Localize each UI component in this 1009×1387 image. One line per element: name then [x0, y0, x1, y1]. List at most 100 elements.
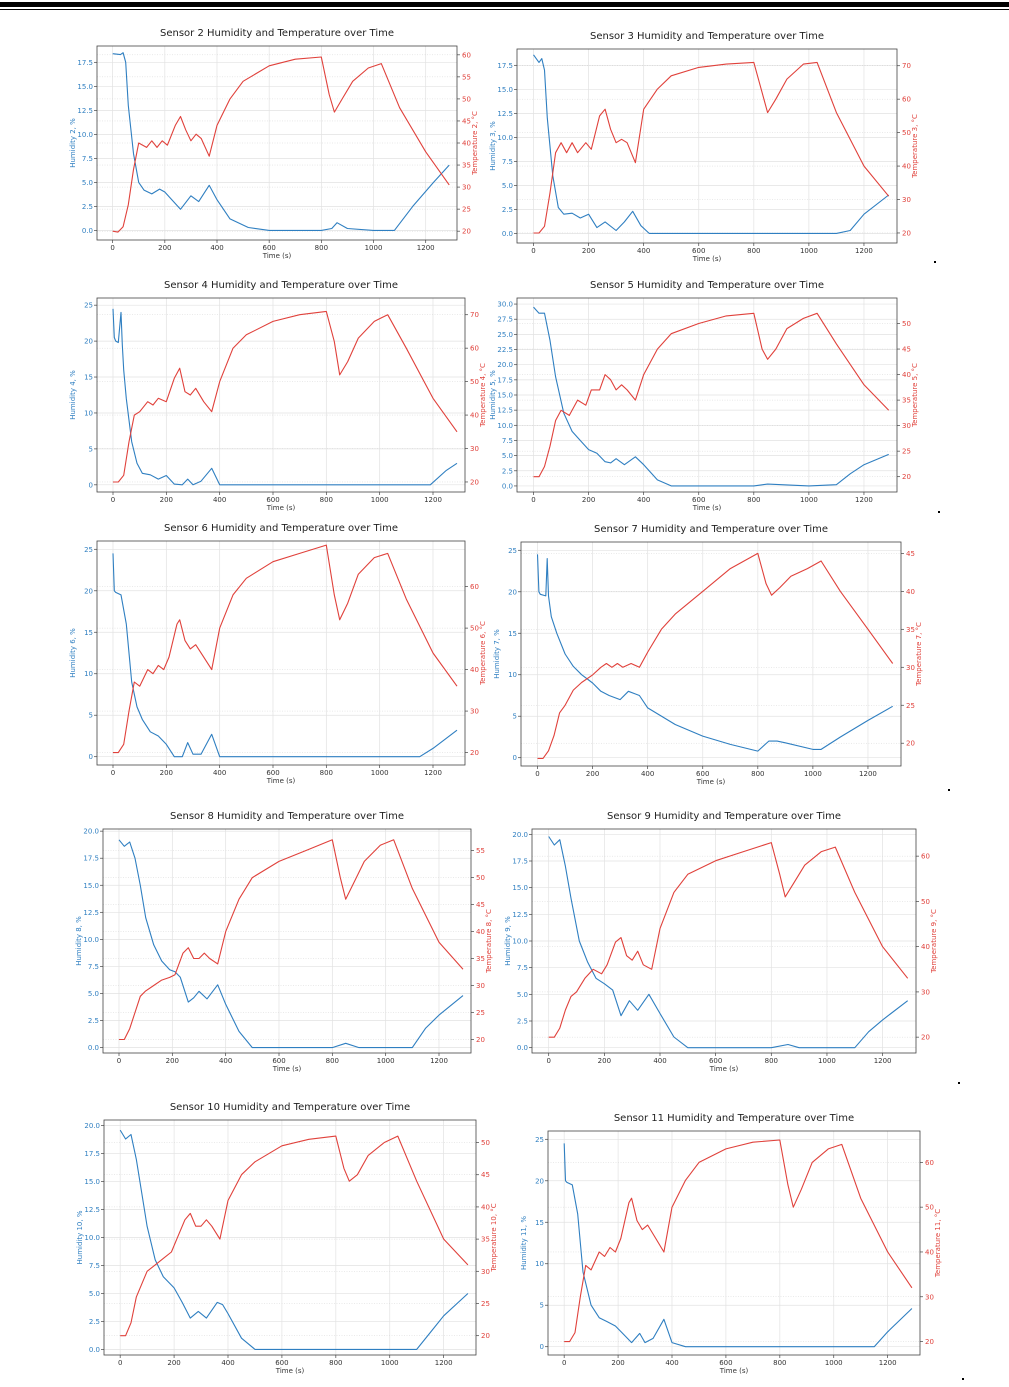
- x-axis-label: Time (s): [709, 1065, 739, 1073]
- y-right-tick-label: 35: [481, 1236, 490, 1244]
- x-tick-label: 1200: [417, 244, 435, 252]
- x-tick-label: 1200: [874, 1057, 892, 1065]
- y-left-axis-label: Humidity 3, %: [489, 121, 497, 171]
- y-right-tick-label: 40: [902, 163, 911, 171]
- x-tick-label: 800: [773, 1359, 786, 1367]
- temperature-series-line: [113, 310, 458, 483]
- y-left-tick-label: 22.5: [497, 346, 513, 354]
- x-tick-label: 1000: [381, 1359, 399, 1367]
- y-left-tick-label: 17.5: [83, 855, 99, 863]
- x-axis-label: Time (s): [272, 1065, 302, 1073]
- y-left-tick-label: 15: [84, 629, 93, 637]
- y-left-tick-label: 12.5: [84, 1206, 100, 1214]
- plot-frame: [547, 1130, 921, 1356]
- y-left-tick-label: 10.0: [84, 1234, 100, 1242]
- grid: [548, 1131, 920, 1355]
- y-right-tick-label: 35: [462, 162, 471, 170]
- y-left-tick-label: 25: [84, 546, 93, 554]
- chart-title: Sensor 10 Humidity and Temperature over …: [170, 1102, 410, 1113]
- chart-sensor-6: Sensor 6 Humidity and Temperature over T…: [69, 523, 487, 785]
- y-right-tick-label: 25: [476, 1009, 485, 1017]
- y-left-tick-label: 2.5: [88, 1017, 99, 1025]
- y-right-tick-label: 45: [906, 550, 915, 558]
- y-left-tick-label: 15.0: [84, 1178, 100, 1186]
- x-tick-label: 1000: [804, 770, 822, 778]
- x-tick-label: 400: [641, 770, 654, 778]
- y-right-tick-label: 60: [921, 853, 930, 861]
- chart-sensor-4: Sensor 4 Humidity and Temperature over T…: [69, 280, 487, 512]
- y-right-tick-label: 20: [462, 228, 471, 236]
- y-right-tick-label: 55: [462, 73, 471, 81]
- x-tick-label: 800: [747, 496, 760, 504]
- y-left-tick-label: 30.0: [497, 301, 513, 309]
- x-tick-label: 800: [320, 496, 333, 504]
- top-rule-thin: [0, 9, 1009, 10]
- y-right-tick-label: 60: [462, 51, 471, 59]
- period-mark: [958, 1082, 960, 1084]
- y-left-tick-label: 12.5: [77, 107, 93, 115]
- y-right-axis-label: Temperature 11, °C: [934, 1209, 942, 1278]
- x-tick-label: 0: [111, 496, 115, 504]
- y-right-tick-label: 70: [902, 62, 911, 70]
- y-left-tick-label: 5: [89, 445, 93, 453]
- y-right-tick-label: 45: [481, 1171, 490, 1179]
- y-left-tick-label: 20.0: [84, 1122, 100, 1130]
- grid: [517, 49, 897, 243]
- x-tick-label: 200: [586, 770, 599, 778]
- y-right-axis-label: Temperature 3, °C: [911, 114, 919, 179]
- chart-title: Sensor 5 Humidity and Temperature over T…: [590, 280, 824, 291]
- x-tick-label: 800: [765, 1057, 778, 1065]
- x-tick-label: 800: [329, 1359, 342, 1367]
- plot-frame: [96, 540, 466, 766]
- y-left-tick-label: 0.0: [502, 482, 513, 490]
- x-tick-label: 600: [262, 244, 275, 252]
- y-left-tick-label: 5.0: [82, 179, 93, 187]
- y-left-tick-label: 0: [89, 481, 93, 489]
- y-left-tick-label: 25: [508, 547, 517, 555]
- x-axis-label: Time (s): [266, 504, 296, 512]
- y-right-tick-label: 40: [902, 371, 911, 379]
- x-tick-label: 200: [598, 1057, 611, 1065]
- x-tick-label: 200: [582, 496, 595, 504]
- x-tick-label: 1200: [859, 770, 877, 778]
- x-axis-label: Time (s): [692, 504, 722, 512]
- y-left-tick-label: 15.0: [497, 392, 513, 400]
- chart-sensor-8: Sensor 8 Humidity and Temperature over T…: [75, 811, 493, 1073]
- y-left-tick-label: 15.0: [497, 86, 513, 94]
- y-right-tick-label: 50: [902, 129, 911, 137]
- x-tick-label: 800: [326, 1057, 339, 1065]
- y-left-axis-label: Humidity 5, %: [489, 370, 497, 420]
- x-tick-label: 400: [665, 1359, 678, 1367]
- x-tick-label: 400: [210, 244, 223, 252]
- grid: [104, 1120, 476, 1355]
- x-tick-label: 600: [266, 769, 279, 777]
- x-tick-label: 1200: [424, 496, 442, 504]
- y-left-tick-label: 5.0: [517, 991, 528, 999]
- y-right-tick-label: 20: [925, 1338, 934, 1346]
- y-left-axis-label: Humidity 8, %: [75, 916, 83, 966]
- temperature-series-line: [548, 842, 909, 1038]
- period-mark: [962, 1378, 964, 1380]
- y-right-tick-label: 40: [921, 943, 930, 951]
- period-mark: [934, 261, 936, 263]
- y-left-tick-label: 17.5: [84, 1150, 100, 1158]
- temperature-series-line: [533, 312, 890, 478]
- x-tick-label: 400: [637, 496, 650, 504]
- y-left-axis-label: Humidity 4, %: [69, 370, 77, 420]
- x-tick-label: 600: [272, 1057, 285, 1065]
- humidity-series-line: [533, 306, 889, 487]
- temperature-series-line: [533, 61, 890, 234]
- x-tick-label: 400: [213, 769, 226, 777]
- x-tick-label: 200: [166, 1057, 179, 1065]
- y-left-tick-label: 25: [535, 1136, 544, 1144]
- y-right-tick-label: 30: [902, 422, 911, 430]
- x-tick-label: 0: [562, 1359, 566, 1367]
- y-left-tick-label: 12.5: [497, 407, 513, 415]
- humidity-series-line: [548, 836, 909, 1049]
- x-tick-label: 800: [320, 769, 333, 777]
- y-left-tick-label: 7.5: [517, 964, 528, 972]
- y-left-tick-label: 17.5: [77, 59, 93, 67]
- y-right-tick-label: 25: [906, 702, 915, 710]
- y-left-tick-label: 2.5: [502, 467, 513, 475]
- y-right-axis-label: Temperature 9, °C: [930, 909, 938, 974]
